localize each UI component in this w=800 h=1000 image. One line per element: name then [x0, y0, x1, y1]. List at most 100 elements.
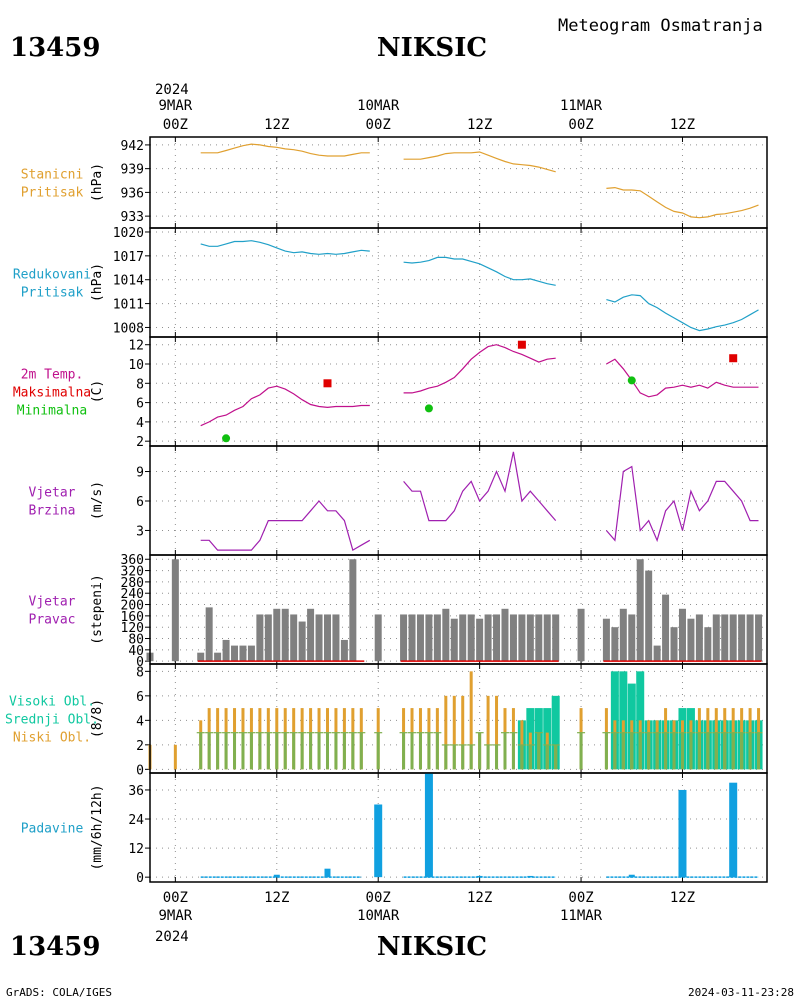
middle-cloud-cap	[238, 732, 247, 734]
middle-cloud-cap	[408, 732, 417, 734]
middle-cloud-cap	[543, 744, 552, 746]
middle-cloud-cap	[458, 744, 467, 746]
y-tick-label: 40	[128, 644, 144, 659]
middle-cloud-cap	[264, 732, 273, 734]
y-tick-label: 12	[128, 339, 144, 354]
low-cloud-bar	[173, 744, 177, 770]
middle-cloud-cap	[289, 732, 298, 734]
middle-cloud-cap	[433, 732, 442, 734]
wind-direction-bar	[416, 614, 424, 662]
precip-bar	[527, 875, 534, 878]
y-tick-label: 1011	[113, 298, 144, 313]
precip-bar	[628, 874, 635, 878]
bottom-hour-label: 00Z	[366, 890, 391, 906]
middle-cloud-cap	[678, 732, 687, 734]
station-name-top: NIKSIC	[377, 33, 487, 63]
wind-direction-bar	[535, 614, 543, 662]
wind-direction-bar	[442, 608, 450, 662]
bottom-hour-label: 00Z	[163, 890, 188, 906]
wind-direction-bar	[678, 608, 686, 662]
y-tick-label: 120	[121, 621, 144, 636]
panel-label: 2m Temp.	[21, 368, 84, 383]
wind-direction-bar	[374, 614, 382, 662]
middle-cloud-bar	[461, 744, 465, 770]
middle-cloud-cap	[450, 744, 459, 746]
panel-label: Pritisak	[21, 286, 84, 301]
middle-cloud-cap	[695, 732, 704, 734]
middle-cloud-cap	[340, 732, 349, 734]
wind-direction-bar	[264, 614, 272, 662]
wind-direction-bar	[662, 594, 670, 662]
middle-cloud-cap	[315, 732, 324, 734]
y-tick-label: 2	[136, 435, 144, 450]
panel-label: Vjetar	[29, 486, 76, 501]
middle-cloud-cap	[500, 732, 509, 734]
footer-right: 2024-03-11-23:28	[688, 986, 794, 999]
top-date-label: 11MAR	[560, 98, 603, 114]
middle-cloud-cap	[331, 732, 340, 734]
y-tick-label: 8	[136, 377, 144, 392]
panel-label: Maksimalna	[13, 386, 91, 401]
middle-cloud-bar	[554, 744, 558, 770]
min-temp-marker	[222, 434, 231, 443]
y-tick-label: 8	[136, 665, 144, 680]
middle-cloud-cap	[348, 732, 357, 734]
product-title: Meteogram Osmatranja	[558, 16, 763, 36]
wind-direction-bar	[509, 614, 517, 662]
series-line	[403, 256, 556, 286]
middle-cloud-bar	[520, 744, 524, 770]
y-tick-label: 6	[136, 397, 144, 412]
wind-direction-bar	[577, 608, 585, 662]
low-cloud-bar	[469, 671, 473, 770]
middle-cloud-bar	[258, 732, 262, 770]
series-line	[606, 186, 759, 219]
y-tick-label: 936	[121, 186, 144, 201]
y-tick-label: 80	[128, 633, 144, 648]
middle-cloud-bar	[680, 732, 684, 770]
middle-cloud-cap	[627, 732, 636, 734]
panel-label: Srednji Obl.	[5, 713, 99, 728]
y-axis-label: (hPa)	[90, 163, 105, 202]
y-tick-label: 1017	[113, 250, 144, 265]
low-cloud-bar	[495, 695, 499, 770]
middle-cloud-bar	[697, 732, 701, 770]
y-tick-label: 3	[136, 524, 144, 539]
panel-label: Pravac	[29, 613, 76, 628]
middle-cloud-cap	[526, 744, 535, 746]
middle-cloud-cap	[323, 732, 332, 734]
wind-direction-bar	[611, 627, 619, 662]
y-tick-label: 1008	[113, 321, 144, 336]
middle-cloud-bar	[503, 732, 507, 770]
middle-cloud-cap	[374, 732, 383, 734]
wind-direction-bar	[450, 618, 458, 662]
middle-cloud-bar	[621, 732, 625, 770]
wind-direction-bar	[645, 570, 653, 662]
top-hour-label: 12Z	[670, 117, 695, 133]
y-tick-label: 933	[121, 210, 144, 225]
wind-direction-bar	[290, 614, 298, 662]
middle-cloud-cap	[509, 732, 518, 734]
y-tick-label: 0	[136, 655, 144, 670]
y-tick-label: 4	[136, 416, 144, 431]
middle-cloud-cap	[255, 732, 264, 734]
low-cloud-bar	[452, 695, 456, 770]
wind-direction-bar	[433, 614, 441, 662]
middle-cloud-cap	[729, 732, 738, 734]
middle-cloud-bar	[478, 732, 482, 770]
middle-cloud-cap	[441, 744, 450, 746]
middle-cloud-bar	[224, 732, 228, 770]
middle-cloud-cap	[661, 732, 670, 734]
middle-cloud-cap	[754, 732, 763, 734]
panel-label: Visoki Obl.	[9, 695, 95, 710]
top-hour-label: 00Z	[163, 117, 188, 133]
middle-cloud-cap	[230, 732, 239, 734]
min-temp-marker	[424, 404, 433, 413]
wind-direction-bar	[484, 614, 492, 662]
middle-cloud-bar	[292, 732, 296, 770]
wind-direction-bar	[171, 559, 179, 662]
middle-cloud-cap	[517, 744, 526, 746]
plot-area: 9MAR 00Z 12Z 10MAR 00Z 12Z 11MAR 00Z 12Z 00Z 9MAR 1…	[5, 98, 768, 924]
top-hour-label: 12Z	[264, 117, 289, 133]
top-date-label: 10MAR	[357, 98, 400, 114]
bottom-hour-label: 12Z	[264, 890, 289, 906]
